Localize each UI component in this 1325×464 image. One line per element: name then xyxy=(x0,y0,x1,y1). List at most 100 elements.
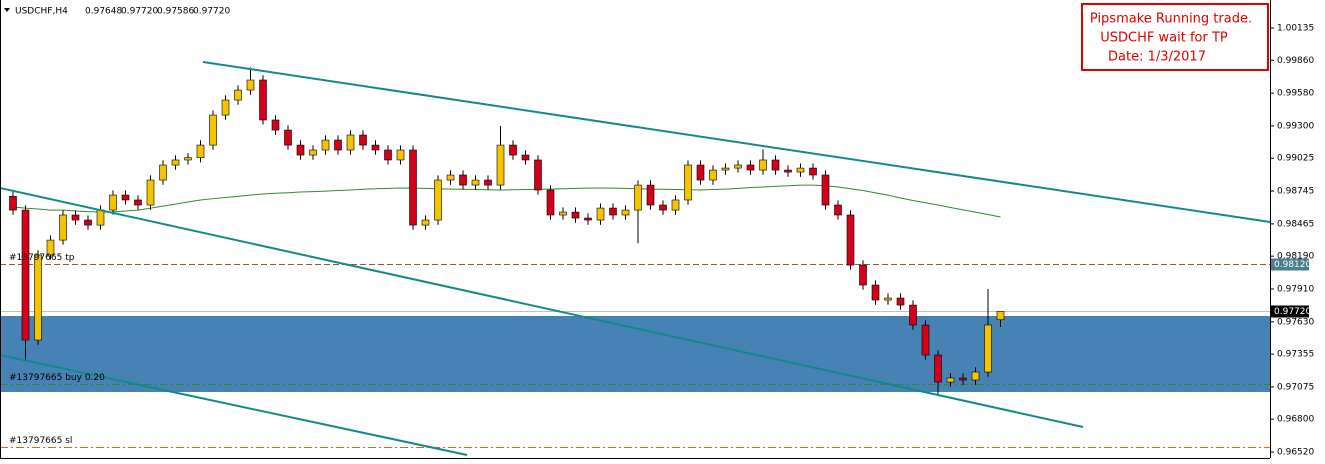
header-value: 0.97720 xyxy=(121,7,158,17)
candle-body xyxy=(309,149,317,156)
candle-body xyxy=(921,324,930,356)
candle-body xyxy=(496,144,505,186)
candle-body xyxy=(534,159,542,191)
candle-body xyxy=(171,159,180,166)
candle-body xyxy=(996,310,1005,321)
y-tick-label: 0.99860 xyxy=(1277,56,1314,66)
candle-body xyxy=(246,79,255,91)
order-label: #13797665 tp xyxy=(9,253,75,263)
candle-body xyxy=(621,209,630,216)
candle-body xyxy=(396,149,405,161)
candle-body xyxy=(34,254,42,341)
candle-body xyxy=(334,139,342,151)
y-tick-label: 1.00135 xyxy=(1277,24,1314,34)
candle-body xyxy=(709,169,717,181)
candle-body xyxy=(221,99,230,116)
y-tick-label: 0.97910 xyxy=(1277,285,1314,295)
candle-body xyxy=(134,199,142,206)
y-tick-label: 0.99580 xyxy=(1277,89,1314,99)
annotation: Date: 1/3/2017 xyxy=(1108,50,1206,65)
candle-body xyxy=(696,164,705,181)
candle-body xyxy=(909,304,917,326)
candle-body xyxy=(209,114,217,146)
candle-body xyxy=(634,184,642,211)
candle-body xyxy=(484,179,492,186)
candle-body xyxy=(59,214,67,241)
candle-body xyxy=(84,219,92,226)
trendline xyxy=(0,354,468,456)
candle-body xyxy=(196,144,205,158)
header-value: 0.97720 xyxy=(193,7,230,17)
candle-body xyxy=(434,179,442,221)
candle-body xyxy=(884,297,892,301)
annotation-box xyxy=(1081,3,1269,71)
y-tick-label: 0.98745 xyxy=(1277,187,1314,197)
candle-body xyxy=(259,79,267,121)
order-label: #13797665 sl xyxy=(9,436,72,446)
price-tag-label: 0.98120 xyxy=(1274,260,1311,270)
candle-body xyxy=(384,149,392,161)
candle-body xyxy=(509,144,517,156)
candle-body xyxy=(871,284,880,301)
candle-body xyxy=(546,189,555,216)
candle-body xyxy=(796,167,805,173)
candle-body xyxy=(734,164,742,169)
candle-body xyxy=(934,354,942,383)
candle-body xyxy=(821,174,830,206)
candle-body xyxy=(409,149,417,226)
candle-body xyxy=(659,204,667,211)
y-tick-label: 0.97075 xyxy=(1277,382,1314,392)
y-tick-label: 0.98190 xyxy=(1277,252,1314,262)
candle-body xyxy=(296,144,305,156)
candle-body xyxy=(71,214,80,221)
order-label: #13797665 buy 0.20 xyxy=(9,373,105,383)
candle-body xyxy=(746,164,755,171)
candle-body xyxy=(784,169,792,173)
y-tick-label: 0.96520 xyxy=(1277,448,1314,458)
candle-body xyxy=(571,211,580,219)
y-tick-label: 0.97355 xyxy=(1277,350,1314,360)
annotation: Pipsmake Running trade. xyxy=(1090,12,1252,27)
y-tick-label: 0.99300 xyxy=(1277,121,1314,131)
candle-body xyxy=(421,219,430,226)
candle-body xyxy=(771,159,780,171)
candle-body xyxy=(959,377,967,381)
y-tick-label: 0.97630 xyxy=(1277,317,1314,327)
candle-body xyxy=(234,89,242,101)
candle-body xyxy=(971,371,980,381)
marks xyxy=(0,67,1270,448)
trendline xyxy=(202,61,1271,223)
candle-body xyxy=(371,144,380,151)
candle-body xyxy=(184,157,192,161)
candle-body xyxy=(271,119,280,131)
candle-body xyxy=(471,179,480,186)
candle-body xyxy=(559,211,567,216)
candle-body xyxy=(834,204,842,216)
annotation: USDCHF wait for TP xyxy=(1100,31,1228,46)
candle-body xyxy=(896,297,905,306)
y-tick-label: 0.96800 xyxy=(1277,415,1314,425)
menu-arrow xyxy=(4,8,10,12)
candle-body xyxy=(109,194,117,211)
candle-body xyxy=(159,164,167,181)
candle-body xyxy=(671,199,680,211)
candle-body xyxy=(346,134,355,151)
candle-body xyxy=(146,179,155,206)
y-tick-label: 0.99025 xyxy=(1277,154,1314,164)
candle-body xyxy=(584,217,592,221)
candle-body xyxy=(46,239,55,256)
candle-body xyxy=(684,164,692,201)
candle-body xyxy=(809,167,817,176)
candle-body xyxy=(521,154,530,161)
price-tag-label: 0.97720 xyxy=(1274,307,1311,317)
candle-body xyxy=(459,174,467,186)
overlay: #13797665 tp #13797665 buy 0.20 #13797665 … xyxy=(9,253,105,446)
trendline xyxy=(0,187,1084,428)
candle-body xyxy=(359,134,367,146)
candle-body xyxy=(284,129,292,146)
y-tick-label: 0.98465 xyxy=(1277,219,1314,229)
symbol: USDCHF,H4 xyxy=(15,7,68,17)
candle-body xyxy=(846,214,855,266)
candle-body xyxy=(321,139,330,151)
